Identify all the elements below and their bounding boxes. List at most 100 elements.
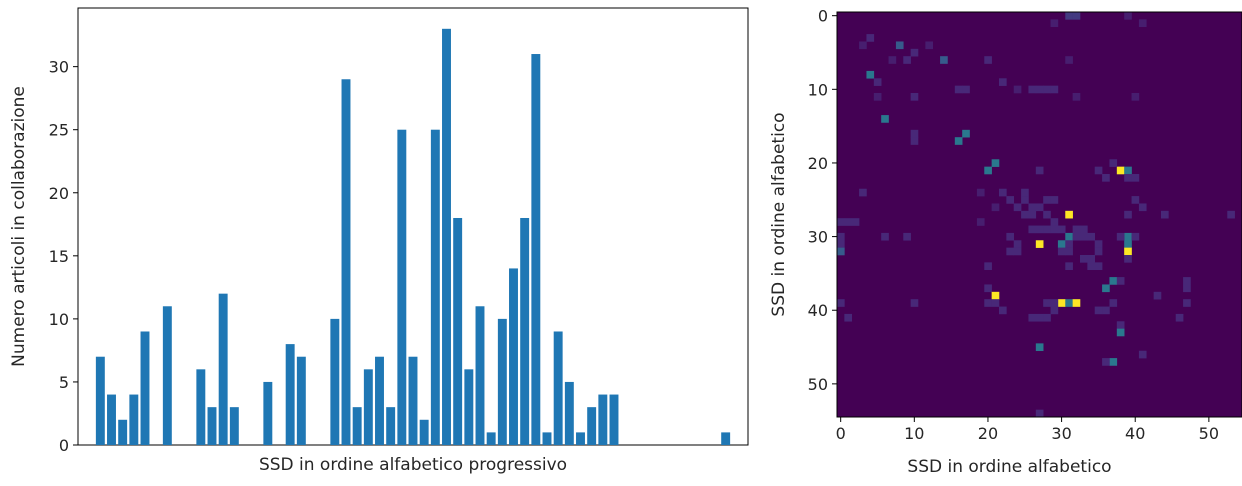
bar <box>118 419 128 445</box>
heatmap-cell <box>1050 19 1059 28</box>
heatmap-cell <box>1043 225 1051 234</box>
bar <box>375 356 384 445</box>
heatmap-cell <box>1050 225 1059 234</box>
heatmap-cell <box>910 129 919 138</box>
heatmap-cell <box>1087 232 1096 241</box>
heatmap-cell <box>866 70 875 79</box>
bar <box>296 356 306 445</box>
heatmap-cell <box>1183 284 1191 293</box>
heatmap-cell <box>1131 174 1140 182</box>
heatmap-cell <box>1013 247 1022 256</box>
heatmap-cell <box>1006 232 1015 241</box>
heatmap-cell <box>991 299 1000 307</box>
heatmap-cell <box>984 299 992 307</box>
heatmap-cell <box>873 78 882 86</box>
heatmap-cell <box>837 299 845 307</box>
heatmap-cell <box>940 56 948 64</box>
bar <box>419 419 429 445</box>
heatmap-cell <box>976 218 985 226</box>
bar <box>285 344 295 445</box>
heatmap-cell <box>881 115 889 123</box>
bar <box>486 432 496 445</box>
bar <box>107 394 116 445</box>
bar <box>196 369 206 445</box>
heatmap-cell <box>1057 299 1066 307</box>
heatmap-cell <box>1028 225 1037 234</box>
heatmap-cell <box>1116 166 1125 175</box>
heatmap-cell <box>1065 232 1073 241</box>
heatmap-cell <box>1035 240 1044 248</box>
bar <box>430 129 440 445</box>
heatmap-cell <box>1124 12 1132 20</box>
heatmap-cell <box>1087 262 1096 271</box>
heatmap-cell <box>837 247 845 256</box>
heatmap-cell <box>1124 174 1132 182</box>
heatmap-cell <box>1116 277 1125 285</box>
bar <box>140 331 150 445</box>
bar-y-axis: 0 5 10 15 20 25 30 <box>49 58 78 455</box>
bar <box>721 432 731 445</box>
heatmap-cell <box>1116 321 1125 329</box>
heatmap-cell <box>910 93 919 101</box>
heatmap-x-tick-label: 30 <box>1051 424 1071 443</box>
bar <box>598 394 608 445</box>
bar-y-tick-label: 25 <box>49 121 69 140</box>
heatmap-y-tick-label: 40 <box>808 301 828 320</box>
heatmap-cell <box>1094 262 1103 271</box>
heatmap-cell <box>962 85 970 94</box>
bar-y-axis-label: Numero articoli in collaborazione <box>9 86 29 367</box>
heatmap-cell <box>1065 299 1073 307</box>
heatmap-y-tick-label: 10 <box>808 80 828 99</box>
heatmap-cell <box>837 232 845 241</box>
heatmap-cell <box>984 284 992 293</box>
heatmap-cell <box>1006 247 1015 256</box>
heatmap-cell <box>1116 232 1125 241</box>
bar-chart: 0 5 10 15 20 25 30 SSD in ordine alfabetico pr… <box>9 7 749 475</box>
heatmap-cell <box>1124 210 1132 219</box>
heatmap-cell <box>1102 284 1110 293</box>
heatmap-cell <box>903 232 911 241</box>
heatmap-cell <box>1050 218 1059 226</box>
bar <box>576 432 585 445</box>
heatmap-cell <box>1065 262 1073 271</box>
heatmap-cell <box>1080 232 1088 241</box>
heatmap-cell <box>1043 196 1051 204</box>
bar <box>564 381 574 445</box>
bar <box>330 318 340 445</box>
heatmap-x-tick-label: 20 <box>978 424 998 443</box>
heatmap-cell <box>991 159 1000 167</box>
bar <box>587 407 597 445</box>
bar <box>464 369 474 445</box>
bar <box>352 407 362 445</box>
heatmap-cell <box>999 188 1007 197</box>
heatmap-cell <box>984 262 992 271</box>
bar <box>363 369 373 445</box>
bar-y-tick-label: 5 <box>59 373 69 392</box>
heatmap-cell <box>1094 247 1103 256</box>
bar-y-tick-label: 15 <box>49 247 69 266</box>
heatmap-cell <box>1109 358 1118 366</box>
bar <box>553 331 563 445</box>
bar <box>609 394 619 445</box>
heatmap-cell <box>1035 343 1044 352</box>
heatmap-cell <box>1094 166 1103 175</box>
heatmap-cell <box>1057 240 1066 248</box>
heatmap-cell <box>1043 85 1051 94</box>
heatmap-cell <box>1087 255 1096 263</box>
bar <box>263 381 273 445</box>
heatmap-cell <box>903 56 911 64</box>
heatmap-cell <box>1131 196 1140 204</box>
heatmap-cell <box>1057 225 1066 234</box>
bar <box>229 407 239 445</box>
heatmap-x-tick-label: 0 <box>836 424 846 443</box>
heatmap-cell <box>1035 85 1044 94</box>
heatmap-background <box>837 12 1242 417</box>
heatmap-cell <box>1065 56 1073 64</box>
heatmap-cell <box>851 218 860 226</box>
bar-series <box>95 28 731 446</box>
heatmap-cells <box>837 12 1235 418</box>
heatmap-cell <box>1109 299 1118 307</box>
heatmap-cell <box>1072 299 1081 307</box>
heatmap-cell <box>1050 306 1059 315</box>
